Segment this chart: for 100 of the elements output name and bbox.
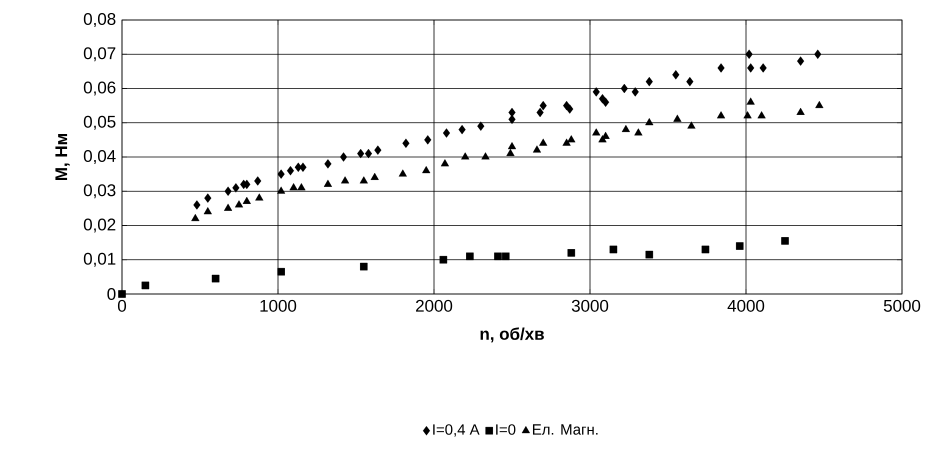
- point: [357, 148, 364, 158]
- legend-label: I=0,4 A: [433, 424, 480, 437]
- point: [634, 128, 642, 136]
- y-tick-label: 0,08: [84, 13, 116, 27]
- point: [632, 87, 639, 97]
- point: [364, 148, 372, 158]
- point: [508, 142, 516, 150]
- point: [142, 282, 150, 290]
- point: [717, 63, 725, 73]
- y-tick-label: 0,07: [84, 47, 116, 62]
- point: [242, 196, 251, 204]
- point: [506, 148, 515, 156]
- point: [204, 207, 212, 214]
- point: [232, 183, 240, 193]
- y-axis-title: М, Нм: [55, 134, 70, 180]
- point: [562, 138, 571, 146]
- point: [340, 176, 350, 184]
- x-tick-label: 5000: [884, 300, 920, 312]
- y-tick-label: 0,02: [84, 218, 116, 232]
- x-tick-label: 2000: [416, 300, 452, 312]
- point: [324, 180, 332, 187]
- point: [716, 111, 726, 118]
- point: [815, 100, 824, 108]
- point: [204, 193, 212, 203]
- point: [458, 124, 466, 134]
- point: [610, 246, 618, 254]
- point: [224, 204, 232, 211]
- point: [481, 152, 490, 160]
- point: [673, 114, 682, 122]
- point: [539, 138, 548, 146]
- point: [290, 183, 298, 190]
- point: [297, 183, 306, 190]
- point: [645, 118, 654, 126]
- point: [324, 159, 332, 169]
- point: [286, 166, 294, 176]
- point: [566, 104, 574, 114]
- point: [686, 76, 694, 86]
- point: [567, 135, 576, 142]
- point: [442, 128, 450, 138]
- point: [254, 176, 262, 186]
- point: [360, 176, 368, 184]
- point: [234, 200, 244, 208]
- point: [746, 98, 755, 105]
- point: [687, 121, 696, 129]
- y-tick-label: 0,04: [84, 150, 116, 164]
- point: [781, 237, 789, 245]
- x-tick-label: 3000: [572, 300, 608, 312]
- y-tick-label: 0,03: [84, 184, 116, 198]
- point: [224, 186, 232, 196]
- point: [402, 138, 410, 148]
- x-tick-label: 1000: [260, 300, 296, 312]
- point: [645, 250, 654, 258]
- point: [424, 135, 432, 145]
- point: [118, 290, 126, 298]
- y-tick-label: 0: [107, 288, 116, 300]
- point: [502, 252, 510, 260]
- point: [736, 242, 744, 250]
- point: [746, 50, 753, 59]
- legend-label: I=0: [496, 424, 516, 435]
- point: [440, 256, 448, 264]
- point: [540, 100, 547, 110]
- point: [461, 152, 470, 160]
- point: [422, 166, 430, 174]
- point: [743, 111, 752, 118]
- point: [278, 169, 285, 179]
- x-tick-label: 4000: [728, 300, 764, 312]
- point: [567, 249, 576, 257]
- x-tick-label: 0: [118, 300, 126, 312]
- point: [277, 268, 285, 276]
- point: [370, 172, 379, 180]
- point: [374, 145, 382, 155]
- point: [466, 252, 474, 260]
- point: [814, 50, 822, 59]
- point: [702, 246, 710, 254]
- point: [646, 76, 653, 86]
- point: [360, 262, 368, 270]
- point: [620, 84, 628, 94]
- point: [477, 121, 484, 131]
- y-tick-label: 0,05: [84, 116, 116, 130]
- point: [592, 128, 600, 136]
- point: [440, 159, 450, 166]
- legend-label: Ел. Магн.: [532, 424, 598, 435]
- y-tick-label: 0,01: [84, 252, 116, 267]
- point: [592, 87, 600, 97]
- point: [508, 114, 516, 124]
- point: [212, 274, 220, 282]
- point: [255, 193, 264, 201]
- point: [398, 169, 407, 177]
- point: [340, 152, 348, 162]
- point: [277, 186, 286, 194]
- point: [532, 145, 542, 153]
- point: [760, 63, 767, 73]
- x-axis-title: n, об/хв: [480, 327, 544, 342]
- point: [193, 200, 200, 210]
- y-tick-label: 0,06: [84, 82, 116, 96]
- point: [622, 124, 630, 132]
- point: [758, 111, 766, 118]
- point: [508, 108, 516, 118]
- point: [191, 214, 200, 222]
- point: [602, 98, 610, 107]
